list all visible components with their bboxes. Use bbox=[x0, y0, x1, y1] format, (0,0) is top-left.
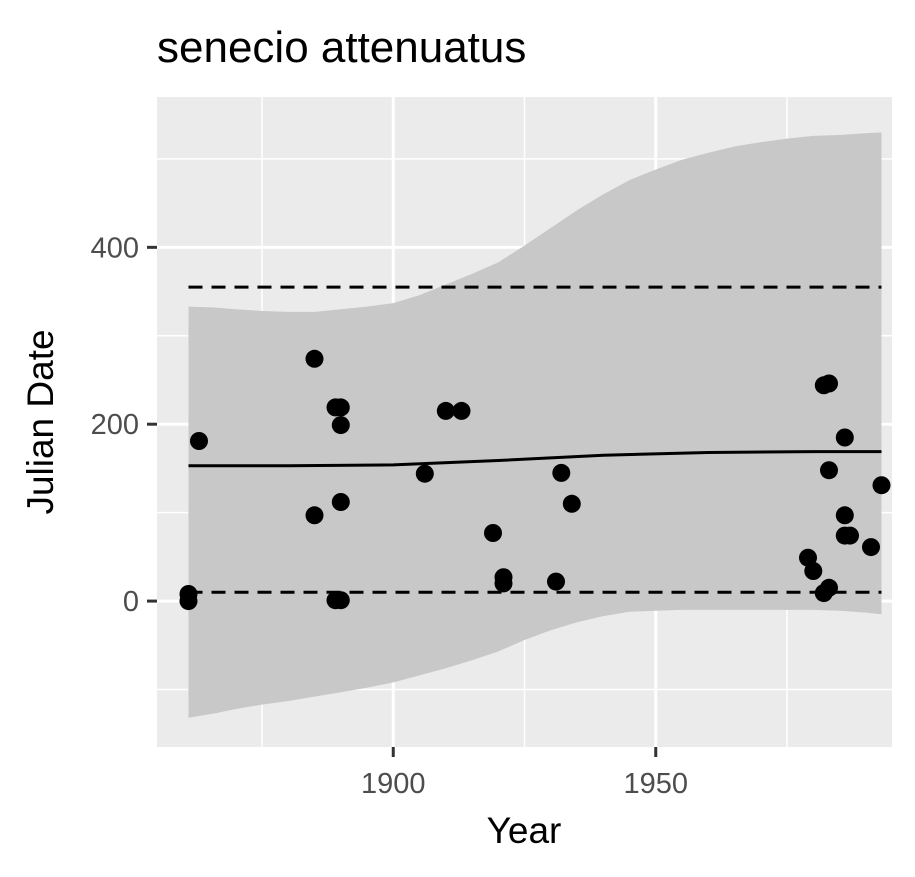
data-point bbox=[305, 349, 324, 368]
chart-title: senecio attenuatus bbox=[157, 23, 526, 72]
data-point bbox=[804, 562, 823, 580]
data-point bbox=[872, 476, 891, 495]
data-point bbox=[452, 401, 471, 420]
data-point bbox=[305, 506, 324, 525]
data-point bbox=[552, 463, 571, 482]
x-axis-ticks: 1900 1950 bbox=[361, 747, 688, 800]
data-point bbox=[862, 538, 880, 557]
y-tick-label: 0 bbox=[123, 586, 139, 618]
fit-line bbox=[188, 450, 882, 468]
y-tick-label: 200 bbox=[91, 409, 139, 441]
data-point bbox=[484, 524, 502, 542]
x-axis-title: Year bbox=[487, 810, 562, 851]
data-point bbox=[835, 506, 854, 525]
data-point bbox=[331, 398, 350, 417]
data-point bbox=[841, 526, 859, 545]
y-axis-title: Julian Date bbox=[20, 329, 61, 514]
data-point bbox=[415, 464, 434, 483]
y-tick-label: 400 bbox=[91, 232, 139, 264]
data-point bbox=[331, 416, 350, 435]
data-point bbox=[436, 401, 455, 420]
data-point bbox=[562, 494, 581, 513]
y-axis-ticks: 0 200 400 bbox=[91, 232, 157, 618]
data-point bbox=[547, 572, 565, 591]
data-point bbox=[494, 574, 513, 593]
data-point bbox=[835, 428, 854, 447]
data-points bbox=[179, 349, 891, 611]
x-tick-label: 1950 bbox=[623, 768, 688, 800]
data-point bbox=[820, 461, 838, 480]
data-point bbox=[820, 578, 838, 597]
data-point bbox=[331, 591, 350, 610]
data-point bbox=[190, 432, 208, 450]
confidence-ribbon bbox=[188, 132, 882, 718]
data-point bbox=[179, 592, 198, 611]
x-tick-label: 1900 bbox=[361, 768, 426, 800]
data-point bbox=[331, 493, 350, 511]
data-point bbox=[820, 374, 838, 393]
